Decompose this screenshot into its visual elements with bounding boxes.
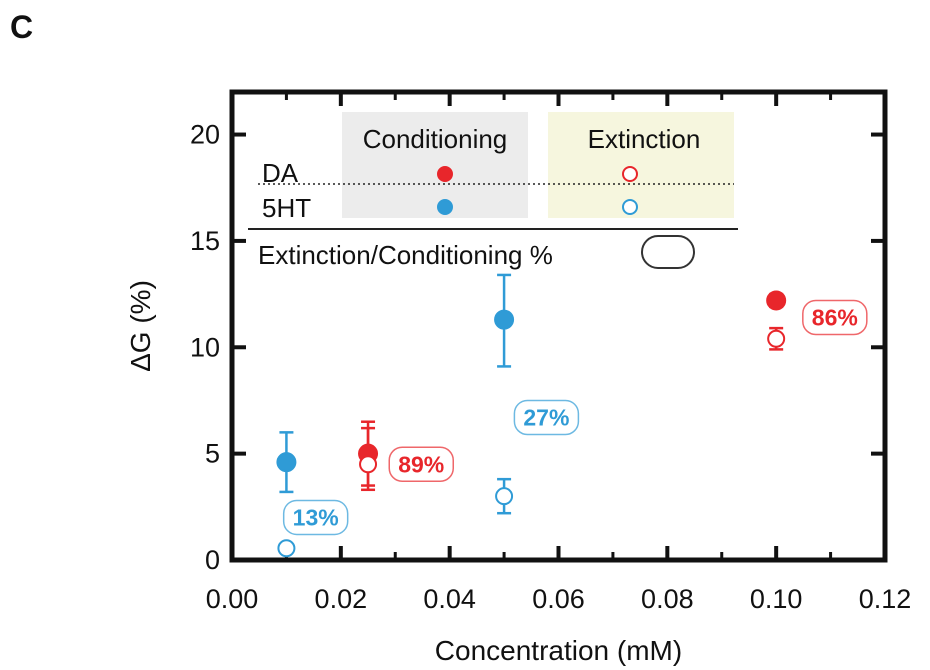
legend-da-conditioning-marker (437, 166, 453, 182)
panel-label: C (10, 9, 33, 45)
ratio-label-text: 27% (523, 404, 569, 430)
ratio-label-text: 89% (398, 451, 444, 477)
da-conditioning-point (766, 290, 787, 311)
x-axis-label: Concentration (mM) (435, 635, 682, 666)
ratio-label-box (282, 499, 349, 536)
legend-da-extinction-marker (622, 166, 638, 182)
y-axis-label: ΔG (%) (125, 280, 156, 372)
plot-frame (229, 89, 888, 563)
x-tick-label: 0.08 (641, 584, 694, 614)
legend: Conditioning Extinction DA 5HT Extinctio… (248, 112, 738, 270)
ratio-labels: 13% 27% 89% 86% (282, 299, 868, 536)
legend-5ht-conditioning-marker (437, 199, 453, 215)
y-tick-label: 20 (190, 120, 220, 150)
y-tick-label: 10 (190, 332, 220, 362)
legend-5ht-extinction-marker (622, 199, 638, 215)
x-tick-label: 0.12 (859, 584, 912, 614)
da-extinction-point (359, 455, 378, 474)
x-tick-label: 0.06 (532, 584, 585, 614)
da-extinction-point (767, 329, 786, 348)
ratio-label-text: 86% (812, 304, 858, 330)
5ht-extinction-point (495, 487, 514, 506)
y-tick-label: 15 (190, 226, 220, 256)
ratio-label-box (513, 399, 580, 436)
ratio-label-box (388, 446, 454, 483)
x-tick-label: 0.04 (423, 584, 476, 614)
data-marks (276, 273, 787, 558)
x-tick-label: 0.10 (750, 584, 803, 614)
legend-5ht-label: 5HT (262, 193, 311, 223)
legend-ratio-box (641, 235, 695, 269)
x-tick-label: 0.02 (315, 584, 368, 614)
y-tick-label: 5 (205, 439, 220, 469)
5ht-conditioning-point (276, 452, 297, 473)
legend-ratio-label: Extinction/Conditioning % (258, 240, 553, 270)
legend-conditioning-background (342, 112, 528, 218)
y-tick-label: 0 (205, 545, 220, 575)
axis-ticks: 0.00 0.02 0.04 0.06 0.08 0.10 0.12 0 5 10 15 20 (190, 92, 911, 614)
5ht-extinction-point (277, 539, 296, 558)
5ht-conditioning-point (494, 309, 515, 330)
legend-extinction-background (548, 112, 734, 218)
ratio-label-box (802, 299, 868, 336)
legend-extinction-header: Extinction (588, 124, 701, 154)
legend-conditioning-header: Conditioning (363, 124, 508, 154)
x-tick-label: 0.00 (206, 584, 259, 614)
legend-da-label: DA (262, 158, 299, 188)
ratio-label-text: 13% (293, 504, 339, 530)
